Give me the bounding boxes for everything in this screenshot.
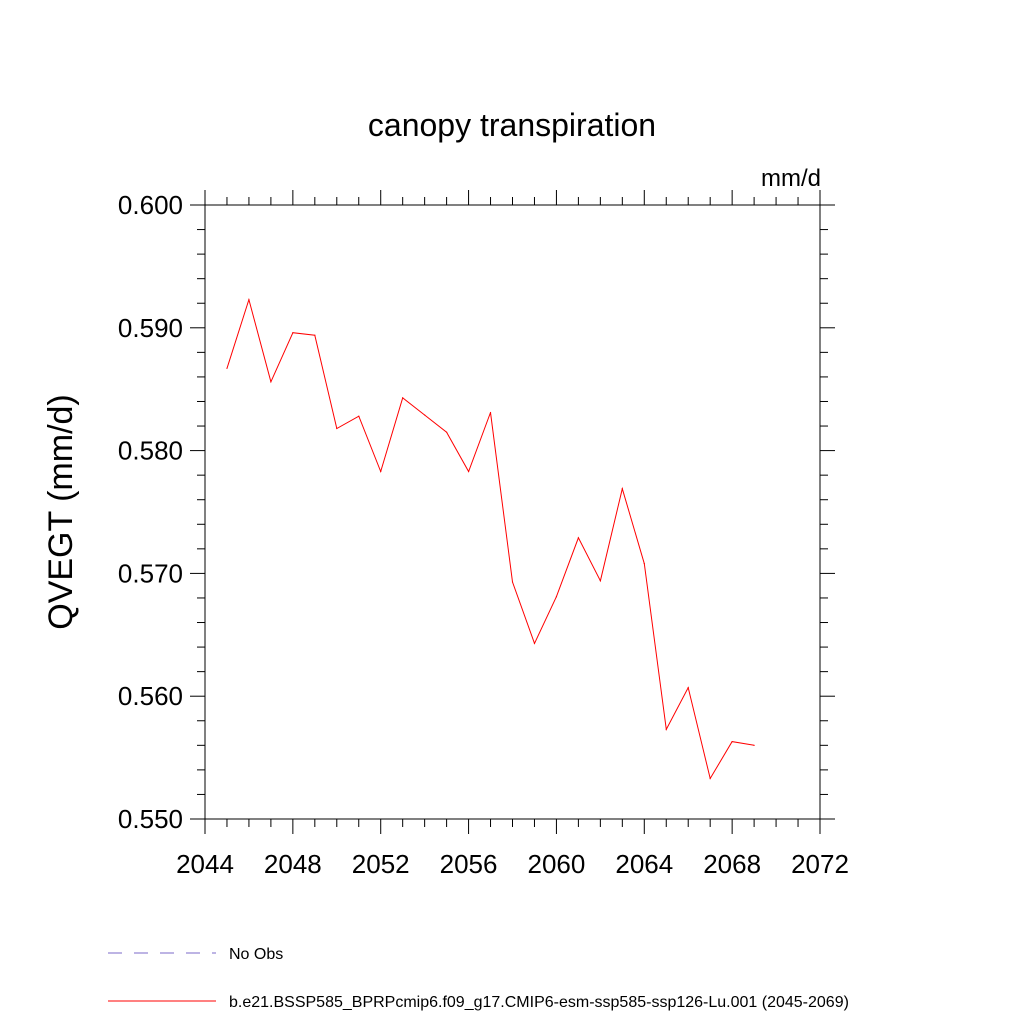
plot-frame xyxy=(204,204,821,820)
legend-label-no-obs: No Obs xyxy=(229,946,283,963)
x-tick-label: 2052 xyxy=(352,849,410,879)
y-axis-label: QVEGT (mm/d) xyxy=(42,394,80,630)
minor-ticks xyxy=(197,197,828,827)
data-point xyxy=(687,687,689,689)
x-tick-label: 2068 xyxy=(703,849,761,879)
data-point xyxy=(402,397,404,399)
data-point xyxy=(709,777,711,780)
x-tick-label: 2064 xyxy=(615,849,673,879)
data-point xyxy=(555,596,558,598)
x-tick-label: 2072 xyxy=(791,849,849,879)
data-point xyxy=(446,431,448,433)
y-tick-label: 0.560 xyxy=(118,681,183,711)
data-point xyxy=(599,580,601,582)
x-tick-label: 2044 xyxy=(176,849,234,879)
data-point xyxy=(511,581,514,583)
data-point xyxy=(226,367,228,369)
data-point xyxy=(467,470,470,473)
y-tick-label: 0.600 xyxy=(118,190,183,220)
data-point xyxy=(643,562,645,565)
series-line xyxy=(226,297,755,780)
data-point xyxy=(336,427,338,430)
units-label: mm/d xyxy=(761,165,821,192)
data-point xyxy=(533,642,536,644)
y-tick-label: 0.550 xyxy=(118,804,183,834)
data-point xyxy=(731,741,733,743)
data-point xyxy=(292,332,294,334)
x-tick-labels: 2044 2048 2052 2056 2060 2064 2068 2072 xyxy=(176,849,849,879)
data-point xyxy=(665,728,667,730)
y-tick-label: 0.580 xyxy=(118,436,183,466)
legend-label-series: b.e21.BSSP585_BPRPcmip6.f09_g17.CMIP6-es… xyxy=(229,994,849,1011)
data-point xyxy=(489,411,492,414)
y-tick-label: 0.590 xyxy=(118,313,183,343)
x-tick-label: 2056 xyxy=(440,849,498,879)
series-layer xyxy=(226,297,755,780)
data-point xyxy=(621,488,623,490)
data-point xyxy=(753,744,755,746)
data-point xyxy=(577,537,579,539)
data-point xyxy=(380,470,382,473)
data-point xyxy=(424,414,426,416)
legend: No Obs b.e21.BSSP585_BPRPcmip6.f09_g17.C… xyxy=(108,946,849,1011)
data-point xyxy=(314,334,316,336)
y-tick-label: 0.570 xyxy=(118,558,183,588)
data-point xyxy=(270,381,272,383)
x-tick-label: 2048 xyxy=(264,849,322,879)
y-tick-labels: 0.550 0.560 0.570 0.580 0.590 0.600 xyxy=(118,190,183,834)
major-ticks xyxy=(190,190,835,834)
data-point xyxy=(358,415,360,417)
x-tick-label: 2060 xyxy=(528,849,586,879)
data-point xyxy=(248,298,250,301)
chart-title: canopy transpiration xyxy=(368,107,656,143)
